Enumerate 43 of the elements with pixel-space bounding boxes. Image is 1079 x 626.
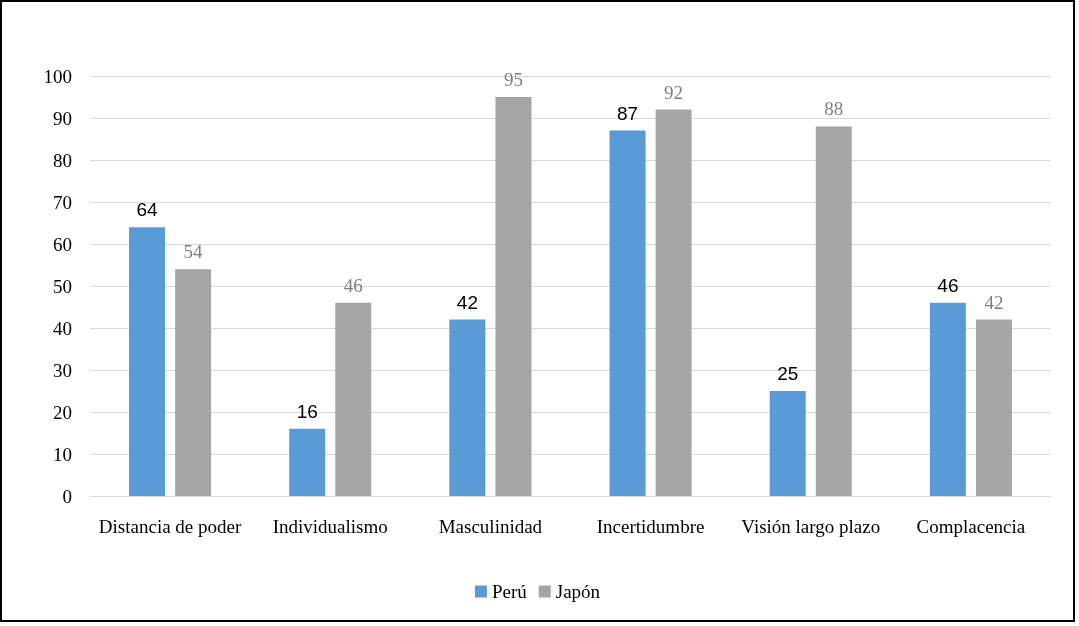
x-tick-label: Incertidumbre (596, 515, 705, 537)
bar (129, 227, 166, 496)
bar (175, 269, 212, 496)
y-tick-label: 80 (53, 149, 72, 171)
data-label: 46 (937, 274, 959, 296)
bar (769, 391, 806, 496)
data-label: 42 (456, 291, 478, 313)
x-tick-label: Masculinidad (438, 515, 543, 537)
data-label: 54 (183, 241, 204, 263)
legend-label: Japón (555, 581, 601, 602)
data-label: 25 (777, 363, 799, 384)
data-label: 92 (664, 81, 684, 103)
y-tick-label: 100 (43, 65, 72, 87)
data-label: 46 (343, 274, 363, 296)
y-tick-label: 30 (53, 359, 72, 381)
y-tick-label: 10 (53, 443, 72, 465)
y-tick-label: 60 (53, 233, 72, 255)
bar (655, 109, 692, 496)
x-tick-label: Complacencia (916, 515, 1026, 537)
legend-label: Perú (491, 581, 528, 602)
y-tick-label: 90 (53, 107, 72, 129)
bar (289, 428, 326, 496)
data-label: 16 (296, 400, 318, 422)
bar (929, 302, 966, 496)
y-tick-label: 0 (62, 485, 72, 507)
x-tick-label: Distancia de poder (98, 515, 242, 537)
y-tick-label: 70 (53, 191, 72, 213)
bar (975, 319, 1012, 496)
data-label: 42 (984, 291, 1004, 313)
y-tick-label: 20 (53, 401, 72, 423)
bar (449, 319, 486, 496)
data-label: 88 (824, 98, 844, 120)
data-label: 87 (616, 102, 639, 124)
x-tick-label: Individualismo (272, 515, 388, 537)
bar (335, 302, 372, 496)
y-tick-label: 40 (53, 317, 72, 339)
bar (609, 130, 646, 496)
x-tick-label: Visión largo plazo (741, 515, 881, 537)
y-tick-label: 50 (53, 275, 72, 297)
data-label: 64 (136, 199, 159, 221)
data-label: 95 (503, 69, 523, 90)
bar (495, 97, 532, 496)
bar (815, 126, 852, 496)
